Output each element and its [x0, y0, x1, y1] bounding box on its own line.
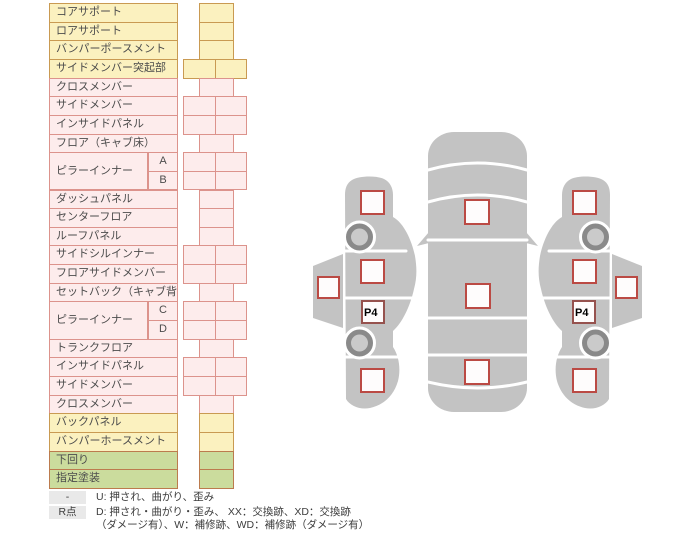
panel-check-cell[interactable]	[199, 3, 234, 23]
right-mirror-icon	[526, 232, 538, 246]
car-top-body	[428, 132, 527, 412]
damage-marker-left-side-rear-fender[interactable]	[360, 368, 385, 393]
panel-check-cell[interactable]	[199, 282, 234, 303]
damage-marker-left-side-rocker[interactable]	[317, 276, 340, 299]
panel-row-label: サイドメンバー	[49, 96, 178, 116]
damage-marker-top-view-hood[interactable]	[464, 199, 490, 225]
panel-row-sublabel: D	[148, 320, 178, 340]
panel-row-label: ダッシュパネル	[49, 189, 178, 210]
damage-marker-left-side-rear-door[interactable]	[361, 300, 385, 324]
damage-marker-left-side-front-door[interactable]	[360, 259, 385, 284]
panel-check-cell[interactable]	[214, 96, 247, 116]
panel-check-cell[interactable]	[199, 469, 234, 489]
panel-check-cell[interactable]	[199, 450, 234, 471]
damage-marker-right-side-rear-fender[interactable]	[572, 368, 597, 393]
panel-row-label: フロアサイドメンバー	[49, 264, 178, 284]
panel-row-label: ピラーインナー	[49, 152, 148, 191]
legend-text: （ダメージ有）、W：補修跡、WD：補修跡（ダメージ有）	[96, 519, 370, 531]
panel-check-cell[interactable]	[199, 338, 234, 359]
damage-marker-right-side-rocker[interactable]	[615, 276, 638, 299]
left-mirror-icon	[417, 232, 429, 246]
panel-check-cell[interactable]	[214, 245, 247, 266]
panel-row-label: トランクフロア	[49, 338, 178, 359]
panel-check-cell[interactable]	[183, 96, 216, 116]
panel-check-cell[interactable]	[199, 21, 234, 42]
damage-marker-top-view-trunk[interactable]	[464, 359, 490, 385]
damage-marker-code: P4	[364, 307, 378, 319]
damage-marker-top-view-roof[interactable]	[465, 283, 491, 309]
panel-row-label: クロスメンバー	[49, 394, 178, 415]
panel-row-label: 下回り	[49, 450, 178, 471]
panel-row-label: センターフロア	[49, 208, 178, 228]
legend-text: U: 押され、曲がり、歪み	[96, 491, 215, 503]
right-front-wheel-hub	[587, 228, 604, 246]
car-top-view	[417, 132, 538, 412]
panel-row-label: バンパーポースメント	[49, 40, 178, 60]
legend-badge: R点	[49, 505, 86, 519]
panel-check-cell[interactable]	[199, 77, 234, 98]
right-rear-wheel-hub	[587, 334, 604, 352]
panel-check-cell[interactable]	[199, 413, 234, 433]
left-front-wheel-hub	[351, 228, 368, 246]
panel-check-cell[interactable]	[183, 170, 216, 191]
damage-marker-code: P4	[575, 307, 589, 319]
damage-marker-right-side-front-door[interactable]	[572, 259, 597, 284]
panel-check-cell[interactable]	[183, 320, 216, 340]
panel-check-cell[interactable]	[183, 245, 216, 266]
left-rear-wheel-hub	[351, 334, 368, 352]
panel-row-label: ルーフパネル	[49, 226, 178, 247]
panel-check-cell[interactable]	[199, 431, 234, 452]
panel-check-cell[interactable]	[183, 301, 216, 322]
panel-check-cell[interactable]	[183, 152, 216, 172]
panel-check-cell[interactable]	[214, 152, 247, 172]
panel-check-cell[interactable]	[199, 226, 234, 247]
panel-check-cell[interactable]	[214, 58, 247, 79]
panel-check-cell[interactable]	[183, 114, 216, 135]
panel-row-sublabel: C	[148, 301, 178, 322]
damage-marker-right-side-rear-door[interactable]	[572, 300, 596, 324]
panel-check-cell[interactable]	[199, 208, 234, 228]
panel-check-cell[interactable]	[183, 357, 216, 377]
panel-row-label: サイドシルインナー	[49, 245, 178, 266]
panel-row-label: サイドメンバー突起部	[49, 58, 178, 79]
panel-check-cell[interactable]	[214, 357, 247, 377]
panel-row-label: セットバック（キャブ背）	[49, 282, 178, 303]
car-damage-diagram: P4 P4	[313, 132, 642, 412]
panel-row-sublabel: A	[148, 152, 178, 172]
panel-row-label: インサイドパネル	[49, 114, 178, 135]
panel-check-cell[interactable]	[199, 394, 234, 415]
panel-row-label: クロスメンバー	[49, 77, 178, 98]
panel-check-cell[interactable]	[183, 58, 216, 79]
panel-check-cell[interactable]	[183, 264, 216, 284]
panel-check-cell[interactable]	[183, 376, 216, 396]
panel-check-cell[interactable]	[199, 189, 234, 210]
legend-text: D: 押され・曲がり・歪み、 XX：交換跡、XD：交換跡	[96, 505, 351, 518]
panel-row-label: ピラーインナー	[49, 301, 148, 340]
panel-row-label: 指定塗装	[49, 469, 178, 489]
panel-check-cell[interactable]	[214, 170, 247, 191]
panel-row-label: フロア（キャブ床）	[49, 133, 178, 154]
panel-check-cell[interactable]	[199, 40, 234, 60]
panel-check-cell[interactable]	[214, 264, 247, 284]
panel-check-cell[interactable]	[214, 320, 247, 340]
panel-check-cell[interactable]	[214, 376, 247, 396]
panel-check-cell[interactable]	[214, 301, 247, 322]
panel-check-cell[interactable]	[214, 114, 247, 135]
panel-row-sublabel: B	[148, 170, 178, 191]
panel-row-label: バンパーホースメント	[49, 431, 178, 452]
legend-badge: -	[49, 491, 86, 504]
damage-marker-right-side-front-fender[interactable]	[572, 190, 597, 215]
car-right-side-view	[538, 176, 642, 409]
panel-check-cell[interactable]	[199, 133, 234, 154]
panel-row-label: コアサポート	[49, 3, 178, 23]
damage-marker-left-side-front-fender[interactable]	[360, 190, 385, 215]
panel-row-label: ロアサポート	[49, 21, 178, 42]
panel-row-label: サイドメンバー	[49, 376, 178, 396]
panel-row-label: バックパネル	[49, 413, 178, 433]
panel-row-label: インサイドパネル	[49, 357, 178, 377]
